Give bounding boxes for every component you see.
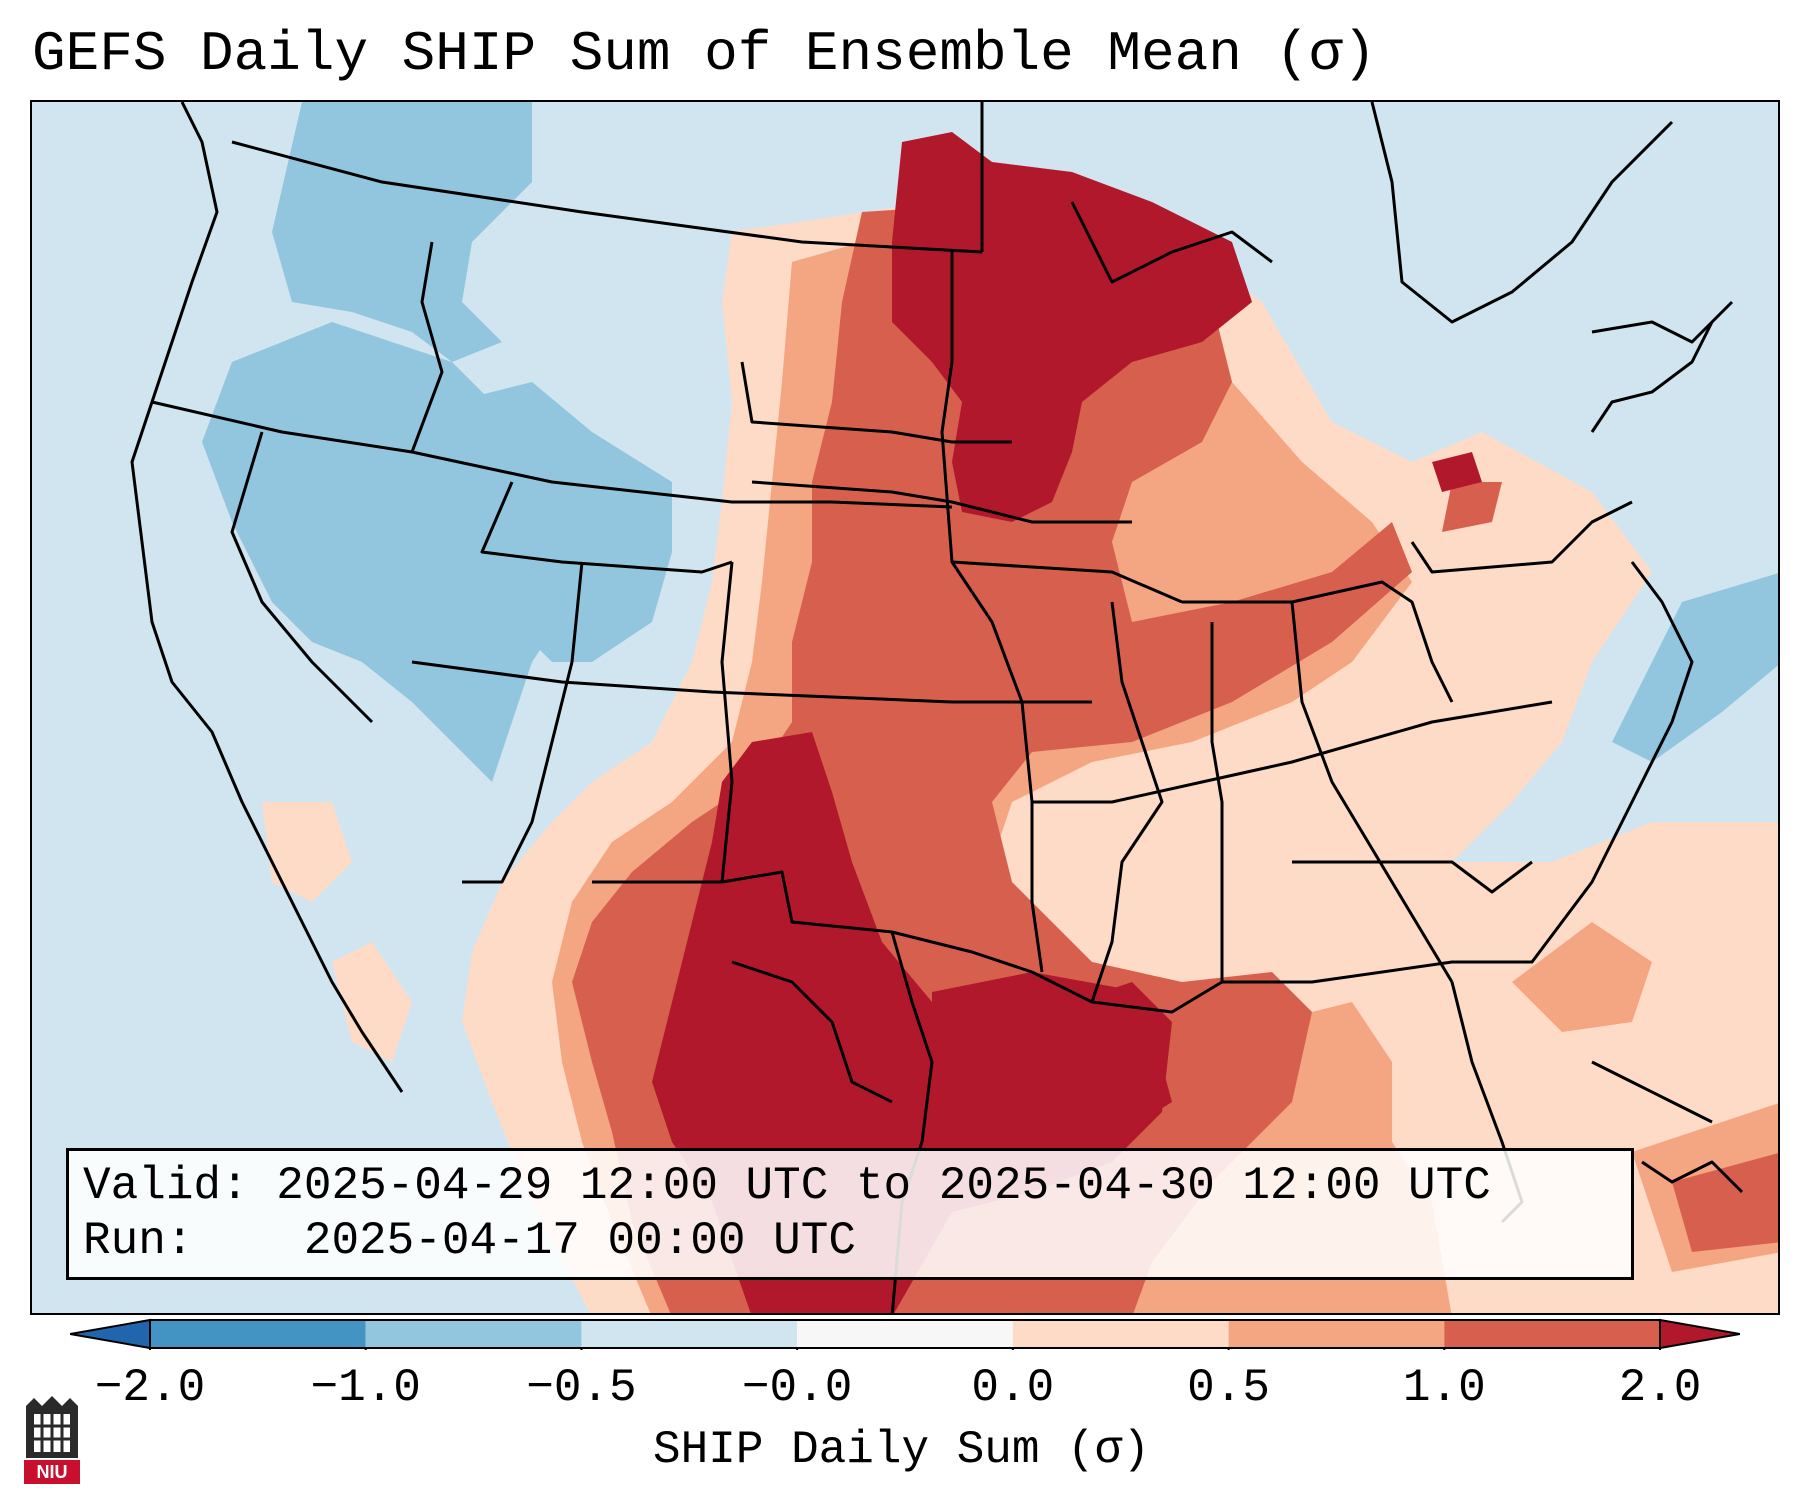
- colorbar-tick-label: −2.0: [94, 1362, 206, 1414]
- valid-label: Valid:: [83, 1160, 249, 1212]
- colorbar-tickmarks: [149, 1348, 1661, 1350]
- plot-title: GEFS Daily SHIP Sum of Ensemble Mean (σ): [32, 22, 1377, 86]
- colorbar-bin: [581, 1320, 798, 1348]
- run-label: Run:: [83, 1215, 194, 1267]
- colorbar-bin: [797, 1320, 1013, 1348]
- colorbar: [70, 1318, 1740, 1350]
- colorbar-bin: [365, 1320, 582, 1348]
- colorbar-tick-label: 2.0: [1618, 1362, 1702, 1414]
- colorbar-tick-label: −0.0: [741, 1362, 853, 1414]
- colorbar-tick-label: 0.5: [1187, 1362, 1270, 1414]
- colorbar-tick-label: 1.0: [1402, 1362, 1486, 1414]
- colorbar-bins: [149, 1319, 1661, 1349]
- colorbar-bin: [1228, 1320, 1445, 1348]
- ship-field-map: [32, 102, 1778, 1313]
- colorbar-bin: [1444, 1320, 1660, 1348]
- map-panel: [30, 100, 1780, 1315]
- colorbar-tick-label: 0.0: [971, 1362, 1055, 1414]
- colorbar-tick-label: −0.5: [526, 1362, 637, 1414]
- colorbar-over-triangle: [1659, 1318, 1740, 1350]
- run-time: 2025-04-17 00:00 UTC: [303, 1215, 856, 1267]
- colorbar-under-triangle: [70, 1318, 151, 1350]
- niu-logo-icon: NIU: [24, 1396, 80, 1484]
- valid-time-range: 2025-04-29 12:00 UTC to 2025-04-30 12:00…: [276, 1160, 1491, 1212]
- logo-text: NIU: [37, 1462, 68, 1482]
- colorbar-bin: [1012, 1320, 1229, 1348]
- state-boundaries: [130, 102, 1744, 1313]
- validity-info-box: Valid: 2025-04-29 12:00 UTC to 2025-04-3…: [66, 1148, 1634, 1280]
- colorbar-tick-label: −1.0: [310, 1362, 421, 1414]
- colorbar-bin: [150, 1320, 366, 1348]
- colorbar-label: SHIP Daily Sum (σ): [653, 1424, 1150, 1476]
